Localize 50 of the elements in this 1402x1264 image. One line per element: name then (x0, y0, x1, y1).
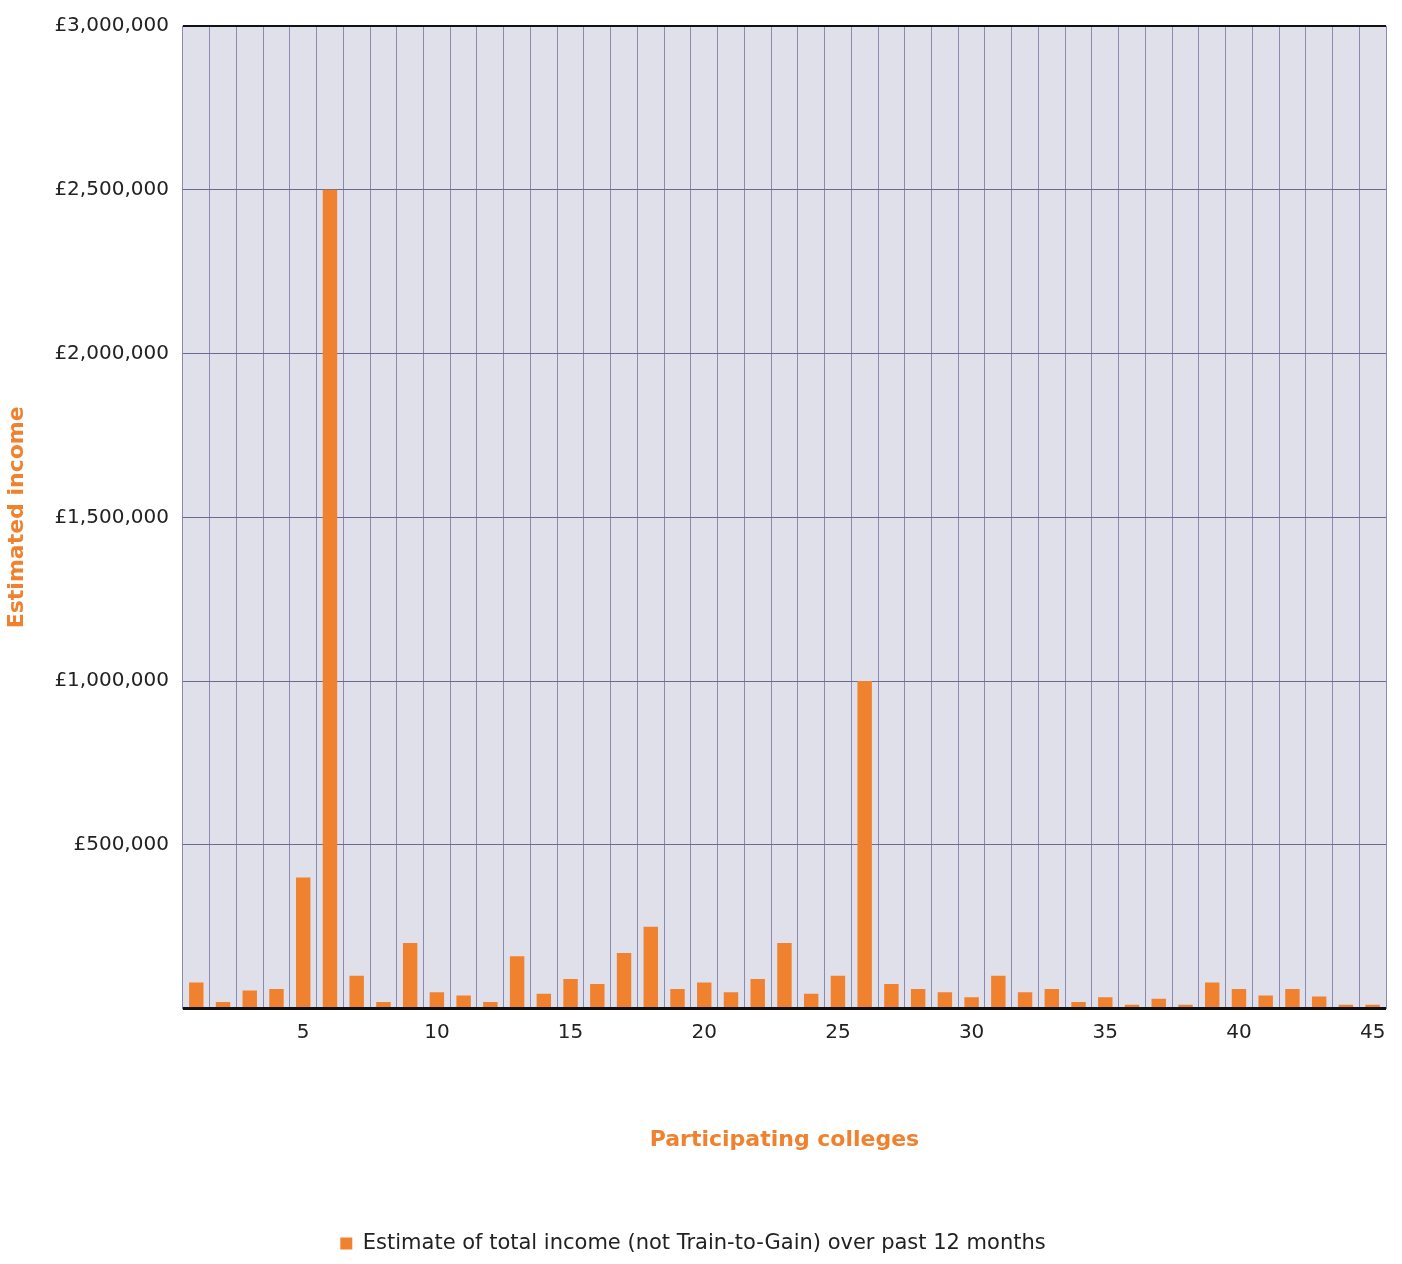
x-axis-title: Participating colleges (649, 1125, 920, 1151)
bar (269, 988, 284, 1009)
x-tick-label: 10 (424, 1018, 450, 1043)
x-tick-label: 15 (557, 1018, 584, 1043)
bar (964, 997, 979, 1009)
x-tick-label: 25 (825, 1018, 851, 1043)
legend-label: Estimate of total income (not Train-to-Gain) over past 12 months (362, 1229, 1046, 1254)
x-tick-label: 40 (1226, 1018, 1252, 1043)
y-tick-label: £1,500,000 (54, 503, 169, 528)
bar (777, 943, 792, 1009)
bar (563, 979, 578, 1009)
bar (590, 984, 605, 1009)
bar (910, 988, 926, 1009)
bar (1044, 988, 1060, 1009)
bar (670, 988, 685, 1009)
bar (402, 943, 418, 1009)
y-axis-title: Estimated income (2, 406, 28, 629)
bar (189, 982, 204, 1009)
y-tick-label: £2,000,000 (54, 339, 169, 364)
bar (884, 984, 899, 1009)
x-tick-label: 20 (691, 1018, 717, 1043)
x-tick-label: 35 (1092, 1018, 1119, 1043)
bar (1231, 988, 1247, 1009)
bar (1258, 995, 1273, 1009)
bar (723, 992, 739, 1009)
bar (697, 982, 712, 1009)
bar (643, 926, 658, 1009)
bar (429, 992, 445, 1009)
bar (991, 975, 1006, 1009)
bar (349, 975, 364, 1009)
bar (616, 952, 632, 1009)
bar (509, 956, 525, 1009)
bar (750, 979, 765, 1009)
bar (296, 877, 311, 1009)
x-tick-label: 5 (296, 1018, 310, 1043)
x-tick-label: 45 (1359, 1018, 1386, 1043)
x-tick-label: 30 (958, 1018, 985, 1043)
bar (1017, 992, 1033, 1009)
y-tick-label: £2,500,000 (54, 175, 169, 200)
bar (1285, 988, 1300, 1009)
bar (830, 975, 846, 1009)
y-tick-label: £1,000,000 (54, 667, 169, 692)
y-tick-label: £500,000 (73, 831, 169, 856)
y-tick-label: £3,000,000 (54, 12, 169, 37)
bar (857, 681, 872, 1009)
bar (1205, 982, 1220, 1009)
bar (937, 992, 953, 1009)
bar (322, 189, 338, 1009)
bar (1311, 996, 1327, 1009)
bar (456, 995, 471, 1009)
